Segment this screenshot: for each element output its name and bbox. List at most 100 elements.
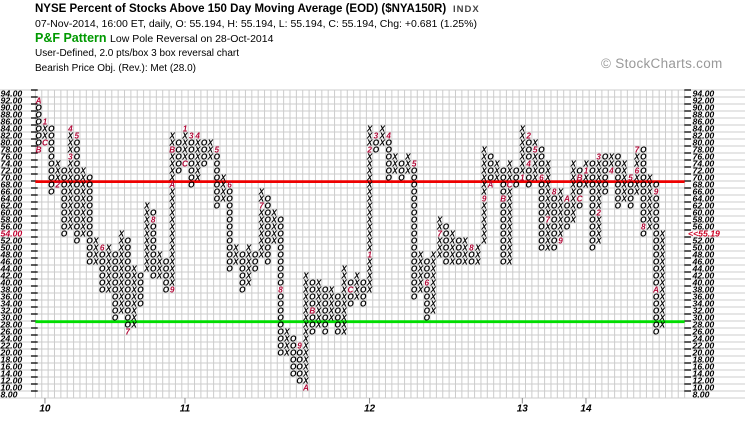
svg-text:X: X: [118, 279, 125, 288]
svg-text:6: 6: [635, 167, 640, 176]
svg-text:O: O: [526, 167, 533, 176]
svg-text:X: X: [67, 167, 74, 176]
svg-text:O: O: [277, 258, 284, 267]
svg-text:8: 8: [552, 188, 557, 197]
svg-text:O: O: [443, 223, 450, 232]
svg-text:O: O: [538, 230, 545, 239]
svg-text:O: O: [443, 230, 450, 239]
svg-text:O: O: [74, 230, 81, 239]
svg-text:X: X: [79, 209, 86, 218]
svg-text:O: O: [290, 363, 297, 372]
svg-text:X: X: [659, 244, 666, 253]
svg-text:X: X: [156, 251, 163, 260]
svg-text:X: X: [379, 125, 386, 134]
svg-text:O: O: [86, 216, 93, 225]
svg-text:X: X: [417, 258, 424, 267]
svg-text:X: X: [480, 237, 487, 246]
svg-text:O: O: [615, 174, 622, 183]
svg-text:X: X: [493, 174, 500, 183]
svg-text:X: X: [646, 223, 653, 232]
svg-text:O: O: [411, 286, 418, 295]
svg-text:X: X: [143, 258, 150, 267]
svg-text:60.00: 60.00: [693, 207, 715, 217]
svg-text:X: X: [143, 223, 150, 232]
svg-text:A: A: [487, 181, 494, 190]
svg-text:66.00: 66.00: [1, 186, 23, 196]
svg-text:X: X: [595, 237, 602, 246]
svg-text:X: X: [391, 153, 398, 162]
svg-text:O: O: [322, 300, 329, 309]
svg-text:O: O: [322, 307, 329, 316]
svg-text:O: O: [61, 181, 68, 190]
svg-text:X: X: [232, 251, 239, 260]
svg-text:X: X: [340, 286, 347, 295]
svg-text:O: O: [86, 223, 93, 232]
svg-text:O: O: [538, 181, 545, 190]
svg-text:56.00: 56.00: [1, 221, 23, 231]
svg-text:O: O: [500, 258, 507, 267]
svg-text:62.00: 62.00: [693, 200, 715, 210]
svg-text:4: 4: [67, 125, 73, 134]
svg-text:44.00: 44.00: [692, 263, 715, 273]
svg-text:O: O: [277, 293, 284, 302]
svg-text:O: O: [74, 209, 81, 218]
svg-text:O: O: [653, 265, 660, 274]
svg-text:X: X: [506, 167, 513, 176]
svg-text:O: O: [125, 251, 132, 260]
svg-text:X: X: [340, 307, 347, 316]
svg-text:8: 8: [278, 286, 283, 295]
svg-text:O: O: [150, 258, 157, 267]
svg-text:O: O: [61, 167, 68, 176]
svg-text:O: O: [150, 209, 157, 218]
svg-text:X: X: [79, 223, 86, 232]
svg-text:X: X: [531, 174, 538, 183]
svg-text:O: O: [513, 174, 520, 183]
svg-text:X: X: [569, 181, 576, 190]
svg-text:O: O: [500, 244, 507, 253]
svg-text:O: O: [640, 174, 647, 183]
svg-text:O: O: [188, 160, 195, 169]
svg-text:O: O: [277, 342, 284, 351]
svg-text:C: C: [507, 181, 514, 190]
svg-text:X: X: [232, 258, 239, 267]
svg-text:X: X: [258, 244, 265, 253]
svg-text:82.00: 82.00: [1, 130, 23, 140]
svg-text:B: B: [309, 307, 315, 316]
svg-text:O: O: [653, 300, 660, 309]
svg-text:X: X: [429, 293, 436, 302]
svg-text:X: X: [461, 251, 468, 260]
svg-text:X: X: [118, 251, 125, 260]
svg-text:O: O: [526, 181, 533, 190]
svg-text:3: 3: [189, 132, 194, 141]
svg-text:26.00: 26.00: [692, 326, 715, 336]
svg-text:4: 4: [194, 132, 200, 141]
svg-text:X: X: [417, 265, 424, 274]
svg-text:O: O: [411, 272, 418, 281]
svg-text:X: X: [480, 230, 487, 239]
svg-text:X: X: [79, 181, 86, 190]
svg-text:O: O: [99, 258, 106, 267]
svg-text:B: B: [500, 195, 506, 204]
svg-text:X: X: [544, 181, 551, 190]
svg-text:18.00: 18.00: [1, 354, 23, 364]
svg-text:14.00: 14.00: [1, 368, 23, 378]
svg-text:X: X: [474, 251, 481, 260]
svg-text:O: O: [252, 251, 259, 260]
svg-text:O: O: [214, 202, 221, 211]
svg-text:X: X: [646, 216, 653, 225]
svg-text:X: X: [582, 174, 589, 183]
svg-text:O: O: [125, 279, 132, 288]
svg-text:X: X: [366, 181, 373, 190]
svg-text:X: X: [569, 209, 576, 218]
svg-text:X: X: [118, 237, 125, 246]
svg-text:O: O: [411, 293, 418, 302]
svg-text:O: O: [188, 153, 195, 162]
svg-text:X: X: [620, 188, 627, 197]
svg-text:O: O: [35, 104, 42, 113]
svg-text:8: 8: [641, 223, 646, 232]
svg-text:92.00: 92.00: [693, 95, 715, 105]
svg-text:X: X: [194, 160, 201, 169]
svg-text:X: X: [168, 216, 175, 225]
svg-text:O: O: [188, 167, 195, 176]
svg-text:X: X: [79, 195, 86, 204]
